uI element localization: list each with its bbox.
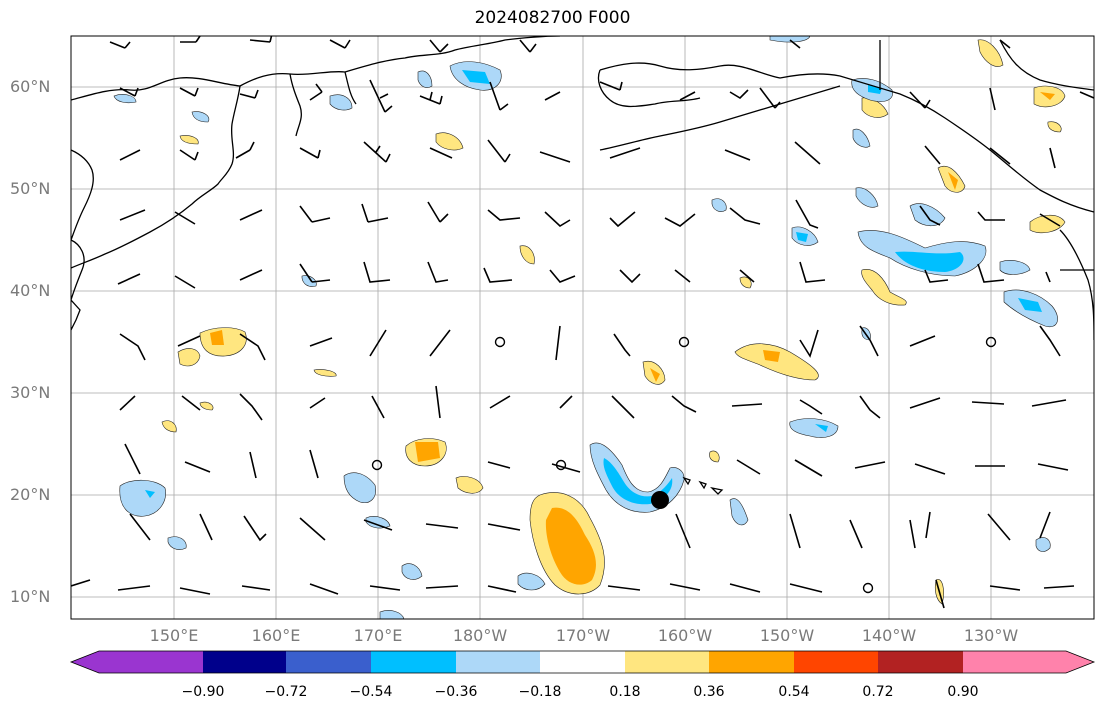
colorbar-swatch [286, 651, 371, 673]
map-frame [70, 35, 1095, 620]
wind-barbs [71, 36, 1094, 609]
lat-label-50n: 50°N [10, 179, 51, 198]
lon-label-150e: 150°E [149, 626, 199, 645]
colorbar-tick-label: 0.18 [609, 684, 641, 700]
lat-label-20n: 20°N [10, 485, 51, 504]
colorbar-swatch [709, 651, 794, 673]
calm-wind-circles [371, 336, 997, 594]
colorbar-tick-label: 0.72 [862, 684, 894, 700]
colorbar-tick-label: −0.90 [181, 684, 225, 700]
lat-label-60n: 60°N [10, 77, 51, 96]
colorbar-swatch [878, 651, 963, 673]
lat-label-30n: 30°N [10, 383, 51, 402]
colorbar-tick-label: −0.54 [349, 684, 393, 700]
colorbar [69, 650, 1096, 674]
colorbar-tick-label: 0.36 [693, 684, 725, 700]
lon-label-140w: 140°W [861, 626, 917, 645]
contour-shading [113, 36, 1066, 619]
colorbar-swatch [540, 651, 625, 673]
lon-label-170e: 170°E [353, 626, 403, 645]
lon-label-180w: 180°W [452, 626, 508, 645]
colorbar-tick-label: 0.90 [947, 684, 979, 700]
lon-label-160w: 160°W [657, 626, 713, 645]
colorbar-tick-label: 0.54 [778, 684, 810, 700]
colorbar-outline [69, 650, 1096, 674]
location-marker [651, 491, 669, 509]
lon-label-160e: 160°E [251, 626, 301, 645]
lon-label-150w: 150°W [759, 626, 815, 645]
colorbar-tick-label: −0.72 [264, 684, 308, 700]
colorbar-tick-label: −0.36 [434, 684, 478, 700]
colorbar-swatch [794, 651, 878, 673]
map-title: 2024082700 F000 [474, 8, 631, 28]
colorbar-swatch [963, 651, 1094, 673]
colorbar-swatch [203, 651, 286, 673]
colorbar-swatch [625, 651, 709, 673]
colorbar-swatch [371, 651, 456, 673]
colorbar-tick-label: −0.18 [518, 684, 562, 700]
colorbar-swatch [71, 651, 203, 673]
lat-label-10n: 10°N [10, 587, 51, 606]
lat-label-40n: 40°N [10, 281, 51, 300]
lon-label-170w: 170°W [555, 626, 611, 645]
colorbar-swatch [456, 651, 540, 673]
lon-label-130w: 130°W [963, 626, 1019, 645]
coastlines [71, 36, 1094, 495]
